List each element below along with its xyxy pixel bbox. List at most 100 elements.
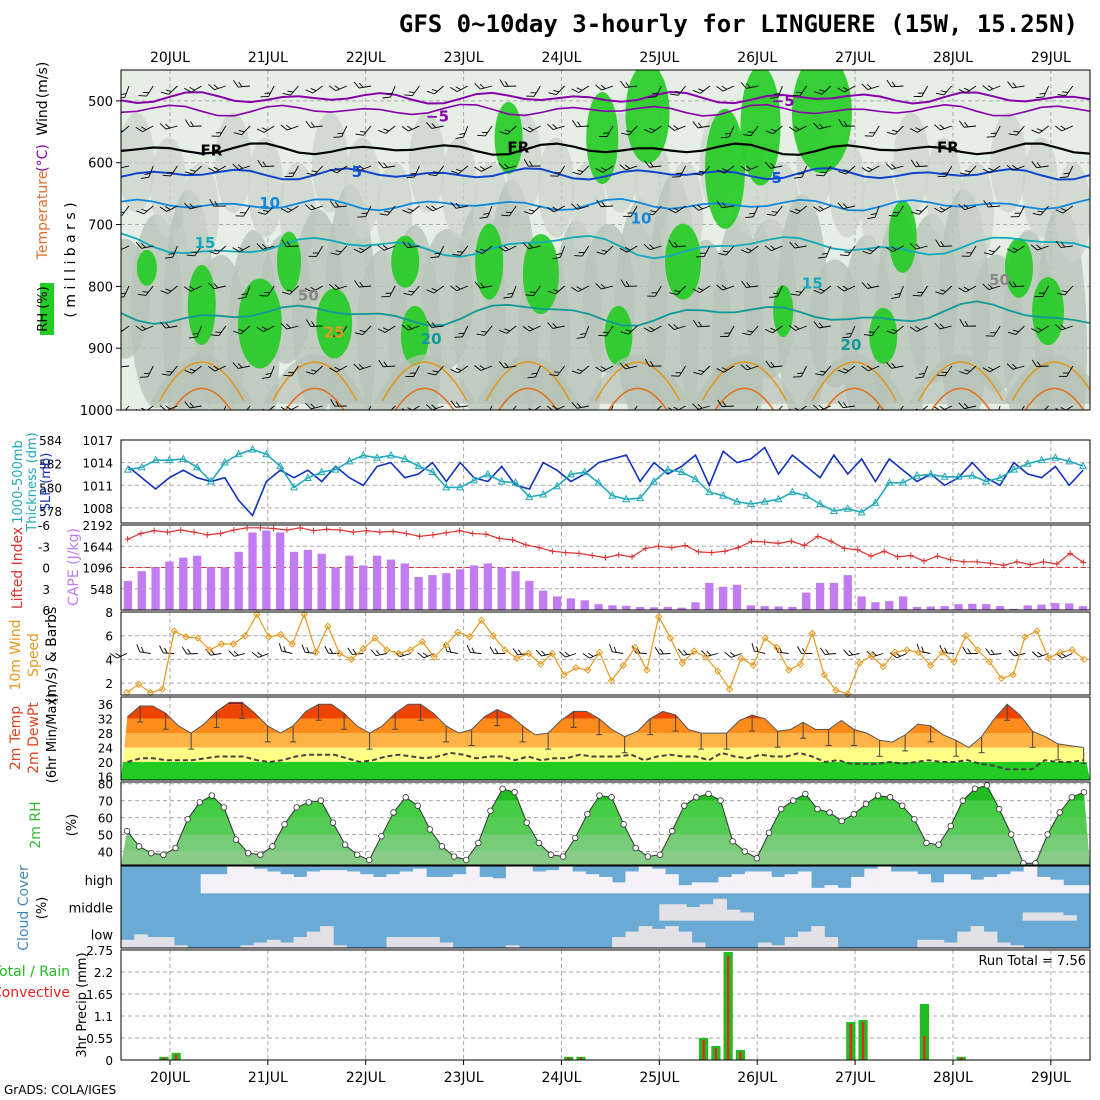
wind-barb [961, 245, 977, 257]
cloud-high-cell [359, 874, 374, 894]
date-label-top: 27JUL [835, 50, 875, 66]
barb-staff [770, 165, 783, 169]
wind-barb [450, 365, 469, 374]
barb-flag [140, 325, 147, 330]
cloud-low-cell [691, 942, 706, 948]
barb-flag [770, 96, 779, 99]
barb-flag [334, 167, 341, 171]
wind-barb [751, 405, 759, 410]
barb-flag [1012, 363, 1018, 369]
cape-bar [594, 604, 603, 610]
wind-barb [486, 405, 493, 410]
rh-point [487, 807, 494, 814]
lifted-index-point [575, 550, 582, 557]
barb-flag [915, 161, 920, 167]
barb-staff [1013, 165, 1025, 171]
cape-bar [539, 590, 548, 610]
barb-flag [112, 361, 117, 368]
barb-flag [885, 163, 893, 170]
date-label-bottom: 27JUL [835, 1070, 875, 1086]
barb-flag [190, 169, 196, 172]
rh-point [656, 851, 664, 859]
barb-flag [233, 330, 242, 335]
barb-staff [238, 165, 251, 170]
barb-flag [359, 330, 366, 333]
cape-bar [165, 561, 174, 610]
barb-flag [138, 95, 147, 97]
rh-green-blob [586, 92, 619, 184]
barb-flag [377, 244, 385, 251]
barb-flag [820, 647, 826, 655]
barb-staff [335, 85, 347, 92]
wind-barb [559, 651, 577, 658]
wind-barb [228, 650, 246, 657]
barb-staff [262, 165, 275, 168]
wind-barb [452, 245, 469, 256]
slp-tick-label: 1008 [82, 502, 113, 516]
thickness-point [539, 489, 548, 498]
rh-point [329, 819, 337, 826]
cloud-low-cell [970, 926, 985, 948]
barb-flag [426, 320, 433, 328]
rh-point [450, 853, 458, 860]
date-label-top: 24JUL [541, 50, 581, 66]
barb-flag [140, 126, 147, 131]
barb-flag [958, 120, 965, 128]
cape-bar [705, 582, 714, 610]
lifted-index-point [337, 526, 344, 533]
wind-barb [692, 121, 710, 129]
barb-flag [450, 201, 457, 209]
barb-staff [896, 653, 908, 659]
barb-flag [280, 124, 288, 131]
wind-barb [1007, 279, 1025, 288]
barb-staff [411, 285, 420, 296]
cloud-high-cell [227, 866, 241, 894]
cape-bar [248, 532, 257, 610]
barb-staff [508, 405, 517, 410]
wind-barb [498, 162, 517, 170]
wind-speed-point [784, 666, 793, 674]
barb-flag [528, 126, 534, 131]
rh-gray-patch [1054, 162, 1090, 263]
barb-staff [1042, 285, 1049, 297]
barb-staff [873, 405, 880, 410]
barb-flag [692, 89, 701, 94]
barb-flag [911, 211, 920, 215]
rh-point [196, 799, 203, 806]
barb-flag [479, 365, 485, 370]
barb-staff [168, 85, 178, 95]
barb-staff [555, 285, 565, 295]
convective-label: Convective [0, 985, 70, 1001]
thickness-point [469, 475, 479, 484]
rh-gray-patch [538, 137, 575, 238]
barb-staff [121, 205, 130, 216]
barb-flag [237, 363, 243, 368]
cloud-middle-cell [1049, 912, 1064, 921]
barb-flag [720, 336, 729, 338]
barb-staff [722, 85, 735, 92]
barb-flag [940, 241, 945, 247]
barb-staff [146, 85, 154, 97]
barb-flag [382, 96, 391, 99]
rh-green-blob [276, 231, 301, 292]
barb-staff [557, 365, 565, 376]
date-label-bottom: 20JUL [150, 1070, 190, 1086]
minmax-label: (6hr Min/Max) [45, 693, 60, 783]
barb-flag [187, 648, 192, 655]
barb-flag [721, 284, 727, 290]
lifted-index-point [894, 553, 901, 560]
barb-staff [170, 165, 178, 177]
barb-flag [353, 248, 362, 254]
barb-flag [189, 368, 196, 372]
barb-staff [480, 85, 493, 90]
barb-staff [341, 125, 348, 137]
thickness-point [871, 498, 880, 506]
wind-barb [910, 125, 928, 133]
wind-barb [427, 365, 444, 376]
wind-barb [765, 125, 783, 135]
cloud-low-cell [320, 926, 334, 948]
wind-barb [701, 650, 718, 657]
barb-flag [337, 132, 344, 135]
barb-flag [139, 376, 148, 378]
barb-staff [286, 125, 299, 131]
